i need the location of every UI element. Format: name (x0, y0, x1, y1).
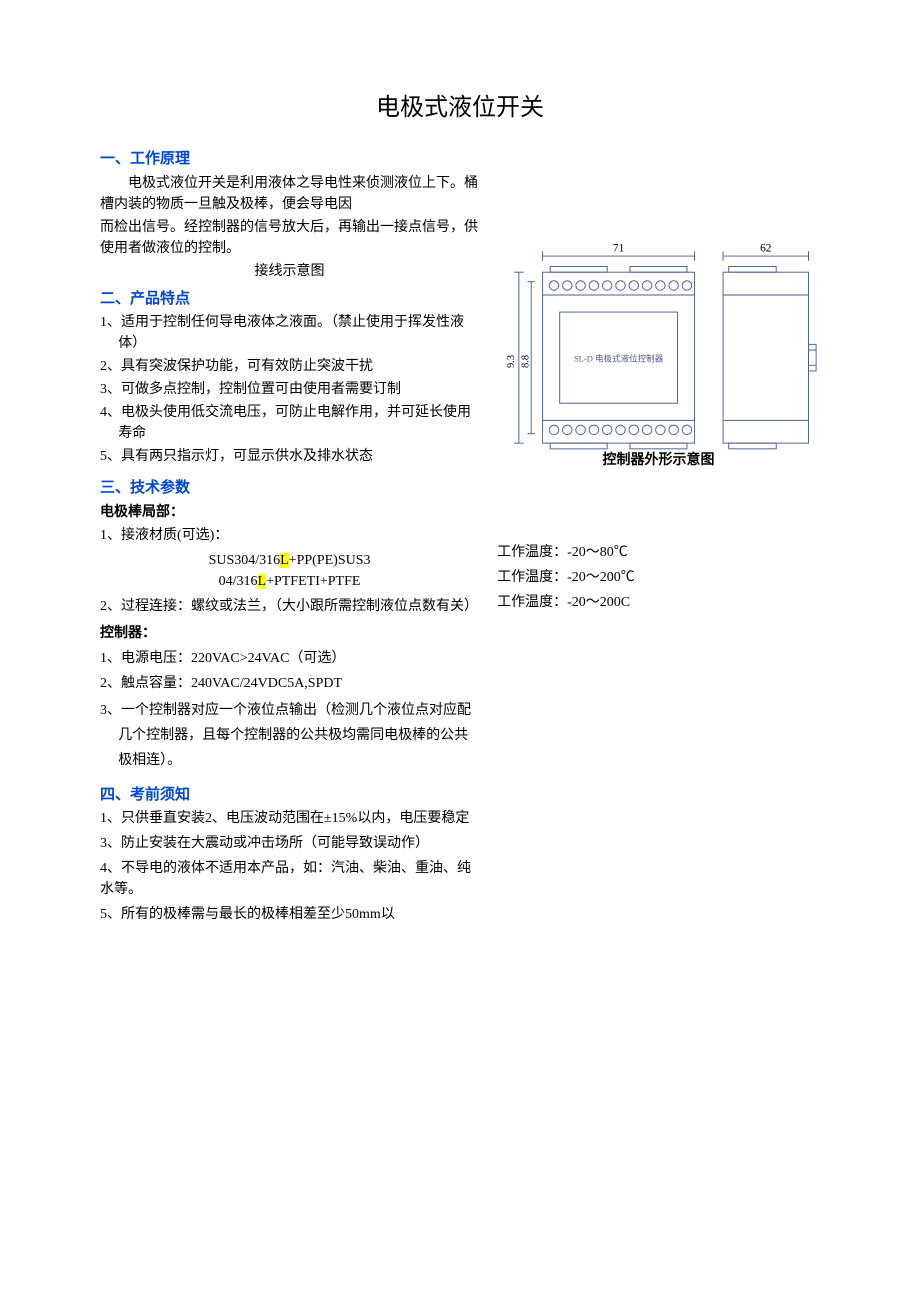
tech-item1: 1、接液材质(可选)： (100, 525, 479, 546)
ctl2: 2、触点容量：240VAC/24VDC5A,SPDT (100, 673, 479, 694)
material-block: SUS304/316L+PP(PE)SUS3 04/316L+PTFETI+PT… (100, 550, 479, 592)
upper-columns: 一、工作原理 电极式液位开关是利用液体之导电性来侦测液位上下。桶槽内装的物质一旦… (100, 142, 820, 471)
section2-heading: 二、产品特点 (100, 288, 479, 311)
feature-item: 2、具有突波保护功能，可有效防止突波干扰 (100, 356, 479, 377)
section4-heading: 四、考前须知 (100, 784, 479, 807)
feature-item: 4、电极头使用低交流电压，可防止电解作用，并可延长使用寿命 (100, 402, 479, 444)
feature-item: 1、适用于控制任何导电液体之液面。（禁止使用于挥发性液体） (100, 312, 479, 354)
dim-62: 62 (760, 242, 772, 254)
controller-sub: 控制器： (100, 623, 479, 644)
mat1a: SUS304/316 (209, 553, 281, 568)
section3-heading: 三、技术参数 (100, 477, 820, 500)
section1-p1: 电极式液位开关是利用液体之导电性来侦测液位上下。桶槽内装的物质一旦触及极棒，便会… (100, 173, 479, 215)
tech-right: 工作温度：-20～80℃ 工作温度：-20～200℃ 工作温度：-20～200C (497, 502, 820, 927)
section1-p2: 而检出信号。经控制器的信号放大后，再输出一接点信号，供使用者做液位的控制。 (100, 217, 479, 259)
temp2: 工作温度：-20～200℃ (497, 567, 820, 588)
dim-71: 71 (613, 242, 624, 254)
dim-93: 9.3 (506, 355, 517, 368)
page-title: 电极式液位开关 (100, 90, 820, 126)
mat2a: 04/316 (219, 574, 258, 589)
wiring-caption: 接线示意图 (100, 261, 479, 282)
tech-left: 电极棒局部： 1、接液材质(可选)： SUS304/316L+PP(PE)SUS… (100, 502, 479, 927)
note3: 3、防止安装在大震动或冲击场所（可能导致误动作） (100, 833, 479, 854)
mat2b: +PTFETI+PTFE (266, 574, 360, 589)
left-column-upper: 一、工作原理 电极式液位开关是利用液体之导电性来侦测液位上下。桶槽内装的物质一旦… (100, 142, 479, 471)
tech-item2: 2、过程连接：螺纹或法兰，（大小跟所需控制液位点数有关） (100, 596, 479, 617)
note4: 4、不导电的液体不适用本产品，如：汽油、柴油、重油、纯水等。 (100, 858, 479, 900)
ctl1: 1、电源电压：220VAC>24VAC（可选） (100, 648, 479, 669)
tech-columns: 电极棒局部： 1、接液材质(可选)： SUS304/316L+PP(PE)SUS… (100, 502, 820, 927)
mat1b: +PP(PE)SUS3 (289, 553, 371, 568)
mat1hl: L (280, 553, 289, 568)
temp1: 工作温度：-20～80℃ (497, 542, 820, 563)
note1: 1、只供垂直安装2、电压波动范围在±15%以内，电压要稳定 (100, 808, 479, 829)
controller-svg: 71 62 9.3 8.8 (497, 238, 820, 456)
dim-88: 8.8 (520, 355, 531, 368)
section1-heading: 一、工作原理 (100, 148, 479, 171)
diagram-inner-text: SL-D 电极式液位控制器 (574, 352, 664, 363)
controller-diagram: 71 62 9.3 8.8 (497, 238, 820, 471)
ctl3: 3、一个控制器对应一个液位点输出（检测几个液位点对应配几个控制器，且每个控制器的… (100, 698, 479, 774)
electrode-sub: 电极棒局部： (100, 502, 479, 523)
mat2hl: L (258, 574, 267, 589)
feature-item: 5、具有两只指示灯，可显示供水及排水状态 (100, 446, 479, 467)
diagram-caption: 控制器外形示意图 (497, 450, 820, 471)
right-column-upper: 71 62 9.3 8.8 (497, 142, 820, 471)
temp3: 工作温度：-20～200C (497, 592, 820, 613)
feature-item: 3、可做多点控制，控制位置可由使用者需要订制 (100, 379, 479, 400)
note5: 5、所有的极棒需与最长的极棒相差至少50mm以 (100, 904, 479, 925)
